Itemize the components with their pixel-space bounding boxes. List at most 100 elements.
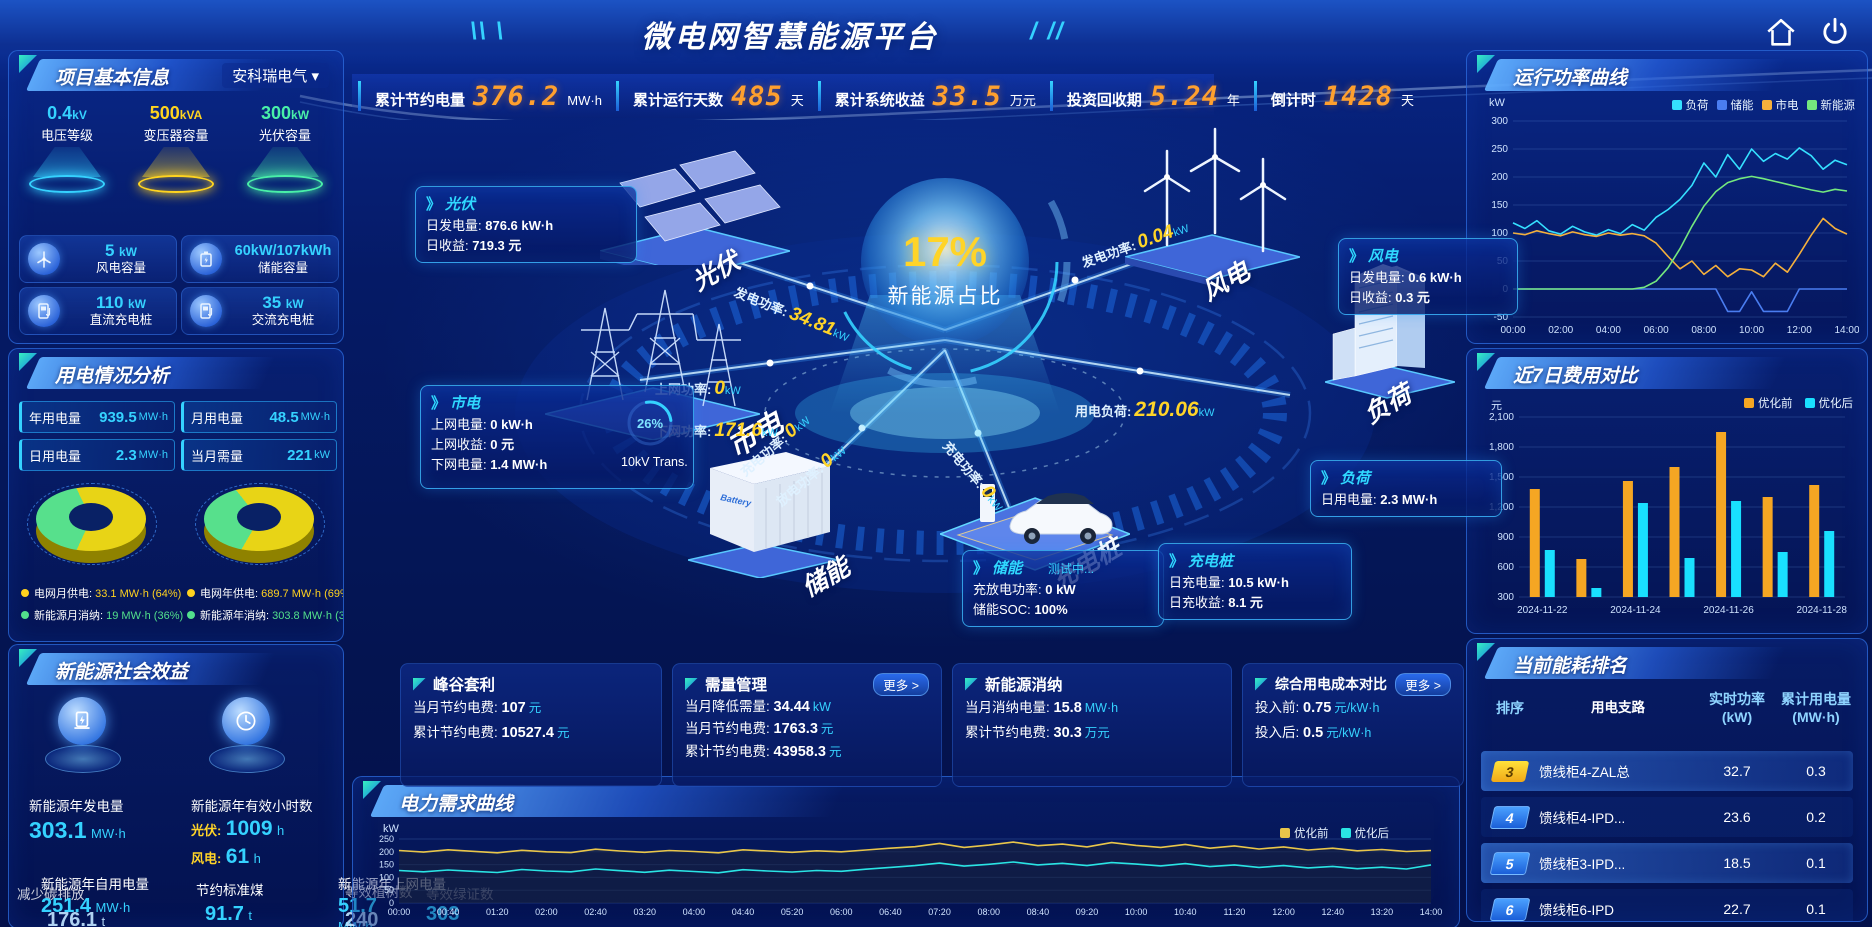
benefit-coal-label: 节约标准煤 (196, 883, 264, 898)
svg-text:50: 50 (384, 885, 394, 895)
panel-usage-analysis: 用电情况分析 年用电量 939.5 MW·h 月用电量 48.5 MW·h 日用电量 2.… (8, 348, 344, 642)
benefit-gen-label: 新能源年发电量 (29, 799, 124, 814)
card-ac-charger: 35 kW 交流充电桩 (181, 287, 339, 335)
more-button[interactable]: 更多 > (1395, 672, 1451, 696)
generation-icon (37, 697, 127, 783)
svg-text:08:40: 08:40 (1027, 907, 1050, 917)
panel-demand-curve: 电力需求曲线 kW 优化前 优化后 250 200 150 100 50 0 00:00 00… (352, 776, 1460, 927)
benefit-selfuse-value: 251.4 MW·h (41, 895, 131, 917)
svg-text:2,100: 2,100 (1489, 412, 1514, 423)
ranking-row[interactable]: 4 馈线柜4-IPD... 23.6 0.2 (1481, 797, 1853, 837)
svg-text:2024-11-22: 2024-11-22 (1517, 605, 1568, 616)
callout-wind: 风电 日发电量: 0.6 kW·h 日收益: 0.3 元 (1338, 238, 1518, 316)
card-demand-management: 需量管理 更多 > 当月降低需量: 34.44 kW 当月节约电费: 1763.3… (672, 663, 942, 787)
wind-illustration (1125, 127, 1300, 285)
svg-text:1,800: 1,800 (1489, 442, 1514, 453)
more-button[interactable]: 更多 > (873, 672, 929, 696)
benefit-certs-value: 303张 (426, 903, 459, 927)
rank-badge: 6 (1489, 897, 1531, 921)
benefit-gen-value: 303.1 MW·h (29, 817, 126, 843)
panel-power-title: 运行功率曲线 (1513, 68, 1628, 89)
svg-text:-50: -50 (1494, 312, 1509, 323)
company-select[interactable]: 安科瑞电气 ▾ (222, 63, 329, 88)
svg-text:10:00: 10:00 (1739, 325, 1764, 336)
svg-text:00:00: 00:00 (1500, 325, 1525, 336)
panel-power-header: 运行功率曲线 (1477, 55, 1859, 91)
ranking-row[interactable]: 6 馈线柜6-IPD 22.7 0.1 (1481, 889, 1853, 921)
benefit-carbon-value: 176.1 t (47, 909, 106, 927)
kpi-run-days: 累计运行天数 485 天 (632, 80, 804, 112)
callout-grid: 市电 上网电量: 0 kW·h 上网收益: 0 元 下网电量: 1.4 MW·h… (420, 385, 694, 489)
cost-y-axis-label: 元 (1491, 400, 1502, 412)
svg-text:03:20: 03:20 (633, 907, 656, 917)
ranking-row[interactable]: 5 馈线柜3-IPD... 18.5 0.1 (1481, 843, 1853, 883)
transformer-load-gauge: 26% 10kV Trans. (621, 398, 688, 469)
stat-day-usage: 日用电量 2.3 MW·h (19, 439, 175, 471)
svg-text:02:00: 02:00 (535, 907, 558, 917)
legend-month-grid: 电网月供电: 33.1 MW·h (64%) (21, 585, 181, 601)
svg-text:250: 250 (1491, 144, 1508, 155)
svg-text:250: 250 (379, 835, 394, 844)
legend-year-renewable: 新能源年消纳: 303.8 MW·h (31%) (187, 607, 343, 623)
panel-energy-ranking: 当前能耗排名 排序 用电支路 实时功率 (kW) 累计用电量 (MW·h) 3 … (1466, 638, 1868, 922)
svg-text:10:40: 10:40 (1174, 907, 1197, 917)
chevron-down-icon: ▾ (311, 68, 319, 85)
callout-charger: 充电桩 日充电量: 10.5 kW·h 日充收益: 8.1 元 (1158, 543, 1352, 621)
rank-badge: 5 (1489, 851, 1531, 875)
benefit-carbon-label: 减少碳排放 (17, 887, 85, 902)
kpi-payback: 投资回收期 5.24 年 (1066, 80, 1240, 112)
header-band: \\ \ 微电网智慧能源平台 / // (0, 0, 1872, 120)
svg-text:04:00: 04:00 (1596, 325, 1621, 336)
renewable-share-label: 新能源占比 (887, 285, 1003, 308)
card-peak-valley-arbitrage: 峰谷套利 当月节约电费: 107 元 累计节约电费: 10527.4 元 (400, 663, 662, 787)
svg-text:04:40: 04:40 (732, 907, 755, 917)
power-icon[interactable] (1818, 15, 1852, 49)
svg-text:01:20: 01:20 (486, 907, 509, 917)
demand-curve-chart: 250 200 150 100 50 0 00:00 00:40 01:20 02:00 02:40… (367, 834, 1445, 924)
kpi-separator (615, 81, 619, 111)
card-icon (685, 677, 698, 691)
svg-text:05:20: 05:20 (781, 907, 804, 917)
kpi-separator (358, 81, 361, 111)
svg-text:00:40: 00:40 (437, 907, 460, 917)
svg-text:300: 300 (1497, 592, 1514, 603)
svg-text:09:20: 09:20 (1076, 907, 1099, 917)
svg-text:00:00: 00:00 (388, 907, 411, 917)
panel-benefit-title: 新能源社会效益 (55, 662, 189, 683)
svg-text:08:00: 08:00 (1691, 325, 1716, 336)
ev-charger-icon (190, 295, 222, 327)
svg-text:100: 100 (379, 872, 394, 882)
panel-project-title: 项目基本信息 (55, 68, 170, 89)
svg-text:300: 300 (1491, 116, 1508, 127)
svg-text:08:00: 08:00 (977, 907, 1000, 917)
panel-usage-header: 用电情况分析 (19, 353, 335, 389)
svg-text:200: 200 (379, 847, 394, 857)
svg-text:07:20: 07:20 (928, 907, 951, 917)
ranking-row[interactable]: 3 馈线柜4-ZAL总 32.7 0.3 (1481, 751, 1853, 791)
ev-charger-icon (28, 295, 60, 327)
panel-usage-title: 用电情况分析 (55, 366, 170, 387)
panel-project-info: 项目基本信息 安科瑞电气 ▾ 0.4kV 电压等级 500kVA 变压器容量 3… (8, 50, 344, 344)
kpi-separator (817, 81, 821, 111)
card-icon (1255, 677, 1268, 691)
home-icon[interactable] (1764, 16, 1798, 50)
kpi-separator (1049, 81, 1053, 111)
card-dc-charger: 110 kW 直流充电桩 (19, 287, 177, 335)
panel-project-header: 项目基本信息 安科瑞电气 ▾ (19, 55, 335, 91)
kpi-revenue: 累计系统收益 33.5 万元 (834, 80, 1036, 112)
donut-year-supply (195, 477, 325, 573)
renewable-share-value: 17% (902, 228, 988, 275)
benefit-trees-label: 等效植树数 (345, 881, 413, 901)
donut-month-supply (27, 477, 157, 573)
kpi-countdown: 倒计时 1428 天 (1270, 80, 1414, 112)
power-y-axis-label: kW (1489, 97, 1505, 109)
panel-social-benefit: 新能源社会效益 新能源年发电量 303.1 MW·h 新能源年有效小时数 光伏:… (8, 644, 494, 927)
power-curve-chart: 300250200150100500-5000:0002:0004:0006:0… (1475, 115, 1860, 342)
svg-text:04:00: 04:00 (683, 907, 706, 917)
svg-text:150: 150 (1491, 200, 1508, 211)
svg-text:26%: 26% (637, 416, 663, 431)
benefit-coal-value: 91.7 t (205, 903, 253, 925)
ranking-table-header: 排序 用电支路 实时功率 (kW) 累计用电量 (MW·h) (1496, 691, 1851, 725)
